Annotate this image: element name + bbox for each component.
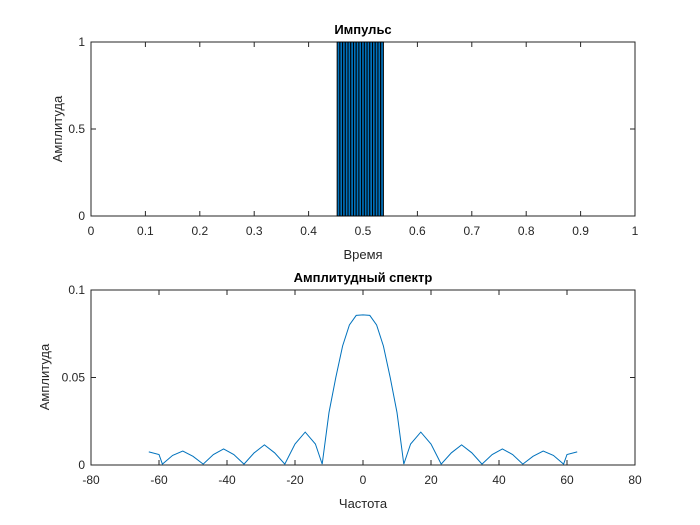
impulse-subplot: Импульс Время Амплитуда 0 0.1 0.2 0.3 0.4 0.5… xyxy=(50,22,639,262)
spectrum-x-tick-label: 0 xyxy=(360,473,367,487)
impulse-x-tick-label: 0.3 xyxy=(246,224,263,238)
spectrum-title: Амплитудный спектр xyxy=(294,270,433,285)
impulse-x-tick-label: 0.6 xyxy=(409,224,426,238)
impulse-bar xyxy=(380,41,384,217)
spectrum-y-tick-label: 0.1 xyxy=(68,283,85,297)
spectrum-x-tick-label: -40 xyxy=(218,473,236,487)
impulse-x-tick-label: 0.8 xyxy=(518,224,535,238)
spectrum-x-tick-label: 40 xyxy=(492,473,506,487)
impulse-x-tick-label: 0 xyxy=(88,224,95,238)
impulse-y-tick-label: 0 xyxy=(78,209,85,223)
impulse-x-tick-label: 0.7 xyxy=(463,224,480,238)
spectrum-y-tick-label: 0 xyxy=(78,458,85,472)
impulse-y-tick-label: 1 xyxy=(78,35,85,49)
spectrum-x-tick-label: 80 xyxy=(628,473,642,487)
spectrum-x-axis-label: Частота xyxy=(339,496,388,511)
impulse-y-tick-label: 0.5 xyxy=(68,122,85,136)
impulse-x-tick-label: 0.4 xyxy=(300,224,317,238)
impulse-x-tick-label: 0.2 xyxy=(191,224,208,238)
impulse-y-axis-label: Амплитуда xyxy=(50,95,65,162)
spectrum-y-axis-label: Амплитуда xyxy=(37,343,52,410)
spectrum-x-tick-label: -80 xyxy=(82,473,100,487)
spectrum-x-tick-label: 20 xyxy=(424,473,438,487)
spectrum-subplot: Амплитудный спектр Частота Амплитуда -80… xyxy=(37,270,642,511)
impulse-x-tick-label: 0.1 xyxy=(137,224,154,238)
spectrum-y-tick-label: 0.05 xyxy=(62,371,86,385)
spectrum-x-tick-label: -20 xyxy=(286,473,304,487)
spectrum-x-tick-label: -60 xyxy=(150,473,168,487)
impulse-x-tick-label: 0.9 xyxy=(572,224,589,238)
impulse-x-tick-label: 0.5 xyxy=(355,224,372,238)
impulse-x-axis-label: Время xyxy=(343,247,382,262)
spectrum-line xyxy=(148,314,578,465)
impulse-x-tick-label: 1 xyxy=(632,224,639,238)
impulse-title: Импульс xyxy=(334,22,391,37)
spectrum-axes-box xyxy=(90,289,636,466)
spectrum-x-tick-label: 60 xyxy=(560,473,574,487)
